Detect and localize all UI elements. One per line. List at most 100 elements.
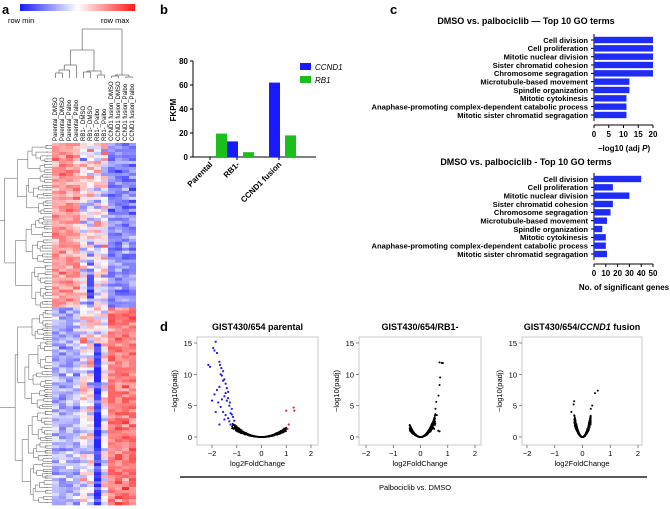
heatmap (52, 143, 136, 506)
heatmap-cell (66, 199, 73, 204)
heatmap-cell (129, 445, 136, 449)
point (433, 427, 436, 430)
heatmap-cell (115, 406, 122, 410)
heatmap-cell (52, 421, 59, 425)
heatmap-cell (52, 400, 59, 404)
heatmap-cell (52, 415, 59, 419)
heatmap-cell (115, 325, 122, 329)
heatmap-cell (94, 205, 101, 210)
heatmap-cell (122, 283, 129, 287)
heatmap-cell (59, 361, 66, 365)
heatmap-cell (80, 490, 87, 494)
heatmap-cell (122, 376, 129, 380)
heatmap-cell (66, 445, 73, 449)
point (438, 383, 441, 386)
point-downregulated (225, 399, 228, 402)
heatmap-cell (80, 379, 87, 383)
heatmap-cell (87, 406, 94, 410)
heatmap-cell (66, 160, 73, 165)
heatmap-cell (94, 454, 101, 458)
point-nonsignificant (586, 432, 589, 434)
heatmap-cell (122, 478, 129, 482)
heatmap-cell (101, 316, 108, 320)
heatmap-cell (94, 145, 101, 150)
heatmap-cell (101, 307, 108, 311)
go-term-label: Microtubule-based movement (480, 216, 588, 225)
heatmap-cell (66, 292, 73, 296)
heatmap-cell (52, 145, 59, 150)
heatmap-cell (52, 181, 59, 186)
heatmap-cell (52, 478, 59, 482)
heatmap-cell (122, 172, 129, 177)
x-tick-label: 10 (619, 130, 628, 139)
x-tick-label: 5 (607, 130, 612, 139)
heatmap-cell (66, 481, 73, 485)
heatmap-cell (129, 181, 136, 186)
x-tick-label: Parental (186, 160, 215, 189)
heatmap-cell (87, 253, 94, 257)
heatmap-cell (66, 418, 73, 422)
heatmap-cell (115, 409, 122, 413)
y-tick-label: 20 (179, 129, 188, 138)
heatmap-cell (52, 379, 59, 383)
heatmap-cell (66, 502, 73, 506)
heatmap-cell (66, 472, 73, 476)
heatmap-cell (59, 205, 66, 210)
heatmap-cell (101, 463, 108, 467)
heatmap-cell (122, 214, 129, 219)
heatmap-cell (73, 256, 80, 260)
heatmap-cell (94, 364, 101, 368)
heatmap-cell (108, 214, 115, 219)
heatmap-cell (80, 412, 87, 416)
heatmap-cell (115, 274, 122, 278)
column-label: Parental_Palbo (67, 99, 73, 141)
heatmap-cell (94, 163, 101, 168)
heatmap-cell (80, 217, 87, 222)
heatmap-cell (129, 241, 136, 246)
heatmap-cell (101, 451, 108, 455)
heatmap-cell (115, 448, 122, 452)
heatmap-cell (108, 211, 115, 216)
heatmap-cell (73, 358, 80, 362)
heatmap-cell (87, 154, 94, 159)
heatmap-cell (59, 163, 66, 168)
heatmap-cell (115, 352, 122, 356)
heatmap-cell (108, 493, 115, 497)
heatmap-cell (80, 382, 87, 386)
heatmap-cell (129, 412, 136, 416)
column-label: CCND1 fusion_DMSO (116, 81, 122, 141)
heatmap-cell (129, 388, 136, 392)
heatmap-cell (66, 208, 73, 213)
heatmap-cell (108, 157, 115, 162)
heatmap-cell (122, 238, 129, 243)
point-downregulated (222, 370, 225, 373)
heatmap-cell (59, 490, 66, 494)
y-tick-label: 0 (350, 433, 354, 442)
heatmap-cell (80, 247, 87, 251)
heatmap-cell (115, 199, 122, 204)
heatmap-cell (87, 184, 94, 189)
point-downregulated (210, 399, 214, 402)
heatmap-cell (66, 388, 73, 392)
heatmap-cell (80, 148, 87, 153)
go-term-bar (594, 78, 630, 85)
heatmap-cell (73, 208, 80, 213)
heatmap-cell (66, 181, 73, 186)
heatmap-cell (94, 490, 101, 494)
point-downregulated (223, 418, 226, 421)
heatmap-cell (80, 265, 87, 269)
heatmap-cell (129, 463, 136, 467)
heatmap-cell (87, 283, 94, 287)
heatmap-cell (66, 235, 73, 240)
heatmap-cell (66, 442, 73, 446)
go-term-label: Mitotic cytokinesis (520, 233, 588, 242)
heatmap-cell (108, 370, 115, 374)
heatmap-cell (115, 337, 122, 341)
heatmap-cell (101, 358, 108, 362)
y-tick-label: 5 (350, 402, 354, 411)
heatmap-cell (87, 226, 94, 231)
heatmap-cell (108, 148, 115, 153)
heatmap-cell (52, 190, 59, 195)
heatmap-cell (80, 409, 87, 413)
heatmap-cell (52, 268, 59, 272)
